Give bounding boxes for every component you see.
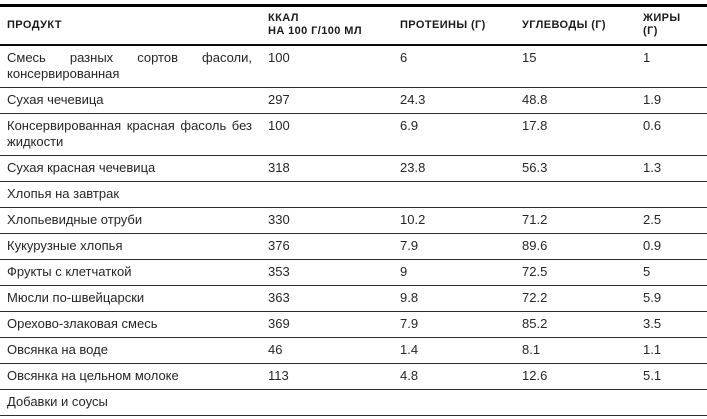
table-row: Консервированная красная фасоль без жидк… [0, 113, 707, 156]
header-cell-carbs: УГЛЕВОДЫ (Г) [522, 5, 643, 46]
protein-cell: 24.3 [400, 87, 522, 114]
table-row: Фрукты с клетчаткой 353 9 72.5 5 [0, 259, 707, 286]
fat-cell: 5 [643, 259, 707, 286]
fat-cell: 5.9 [643, 285, 707, 312]
fat-cell: 0.9 [643, 233, 707, 260]
kcal-cell: 113 [268, 363, 400, 390]
product-cell: Кукурузные хлопья [0, 233, 268, 260]
header-protein-label: ПРОТЕИНЫ (Г) [400, 18, 486, 31]
protein-cell: 6 [400, 45, 522, 88]
kcal-cell: 100 [268, 45, 400, 88]
table-row: Овсянка на воде 46 1.4 8.1 1.1 [0, 337, 707, 364]
table-row: Кукурузные хлопья 376 7.9 89.6 0.9 [0, 233, 707, 260]
fat-cell: 3.5 [643, 311, 707, 338]
product-cell: Консервированная красная фасоль без жидк… [0, 113, 268, 156]
protein-cell: 9.8 [400, 285, 522, 312]
header-product-label: ПРОДУКТ [7, 18, 62, 31]
protein-cell: 23.8 [400, 155, 522, 182]
section-row: Хлопья на завтрак [0, 181, 707, 208]
fat-cell: 1.9 [643, 87, 707, 114]
section-row: Добавки и соусы [0, 389, 707, 416]
product-cell: Фрукты с клетчаткой [0, 259, 268, 286]
protein-cell: 10.2 [400, 207, 522, 234]
table-row: Хлопьевидные отруби 330 10.2 71.2 2.5 [0, 207, 707, 234]
protein-cell: 7.9 [400, 311, 522, 338]
fat-cell: 1.1 [643, 337, 707, 364]
fat-cell: 1.3 [643, 155, 707, 182]
kcal-cell: 100 [268, 113, 400, 156]
kcal-cell: 318 [268, 155, 400, 182]
table-row: Орехово-злаковая смесь 369 7.9 85.2 3.5 [0, 311, 707, 338]
fat-cell: 5.1 [643, 363, 707, 390]
carbs-cell: 12.6 [522, 363, 643, 390]
header-fat-label: ЖИРЫ (Г) [643, 12, 681, 37]
kcal-cell: 369 [268, 311, 400, 338]
product-cell: Смесь разных сортов фасоли, консерви­ров… [0, 45, 268, 88]
protein-cell: 4.8 [400, 363, 522, 390]
product-cell: Сухая чечевица [0, 87, 268, 114]
kcal-cell: 330 [268, 207, 400, 234]
carbs-cell: 71.2 [522, 207, 643, 234]
product-cell: Орехово-злаковая смесь [0, 311, 268, 338]
header-carbs-label: УГЛЕВОДЫ (Г) [522, 18, 606, 31]
table-row: Смесь разных сортов фасоли, консерви­ров… [0, 45, 707, 88]
protein-cell: 1.4 [400, 337, 522, 364]
table-row: Сухая красная чечевица 318 23.8 56.3 1.3 [0, 155, 707, 182]
product-cell: Мюсли по-швейцарски [0, 285, 268, 312]
protein-cell: 6.9 [400, 113, 522, 156]
table-row: Овсянка на цельном молоке 113 4.8 12.6 5… [0, 363, 707, 390]
carbs-cell: 8.1 [522, 337, 643, 364]
table-row: Мюсли по-швейцарски 363 9.8 72.2 5.9 [0, 285, 707, 312]
carbs-cell: 56.3 [522, 155, 643, 182]
fat-cell: 1 [643, 45, 707, 88]
kcal-cell: 363 [268, 285, 400, 312]
table-header: ПРОДУКТ ККАЛ НА 100 Г/100 МЛ ПРОТЕИНЫ (Г… [0, 5, 707, 46]
carbs-cell: 15 [522, 45, 643, 88]
table-row: Сухая чечевица 297 24.3 48.8 1.9 [0, 87, 707, 114]
nutrition-table: ПРОДУКТ ККАЛ НА 100 Г/100 МЛ ПРОТЕИНЫ (Г… [0, 4, 707, 416]
header-cell-protein: ПРОТЕИНЫ (Г) [400, 5, 522, 46]
product-cell: Овсянка на воде [0, 337, 268, 364]
product-cell: Сухая красная чечевица [0, 155, 268, 182]
carbs-cell: 89.6 [522, 233, 643, 260]
header-kcal-line1: ККАЛ [268, 12, 299, 24]
carbs-cell: 72.2 [522, 285, 643, 312]
product-cell: Хлопьевидные отруби [0, 207, 268, 234]
table-body: Смесь разных сортов фасоли, консерви­ров… [0, 45, 707, 416]
carbs-cell: 17.8 [522, 113, 643, 156]
section-title-cell: Добавки и соусы [0, 389, 707, 416]
header-row: ПРОДУКТ ККАЛ НА 100 Г/100 МЛ ПРОТЕИНЫ (Г… [0, 5, 707, 46]
kcal-cell: 353 [268, 259, 400, 286]
kcal-cell: 46 [268, 337, 400, 364]
header-cell-product: ПРОДУКТ [0, 5, 268, 46]
carbs-cell: 48.8 [522, 87, 643, 114]
protein-cell: 7.9 [400, 233, 522, 260]
protein-cell: 9 [400, 259, 522, 286]
fat-cell: 2.5 [643, 207, 707, 234]
section-title-cell: Хлопья на завтрак [0, 181, 707, 208]
kcal-cell: 297 [268, 87, 400, 114]
carbs-cell: 72.5 [522, 259, 643, 286]
carbs-cell: 85.2 [522, 311, 643, 338]
product-cell: Овсянка на цельном молоке [0, 363, 268, 390]
header-kcal-line2: НА 100 Г/100 МЛ [268, 25, 362, 37]
fat-cell: 0.6 [643, 113, 707, 156]
header-cell-kcal: ККАЛ НА 100 Г/100 МЛ [268, 5, 400, 46]
kcal-cell: 376 [268, 233, 400, 260]
header-cell-fat: ЖИРЫ (Г) [643, 5, 707, 46]
